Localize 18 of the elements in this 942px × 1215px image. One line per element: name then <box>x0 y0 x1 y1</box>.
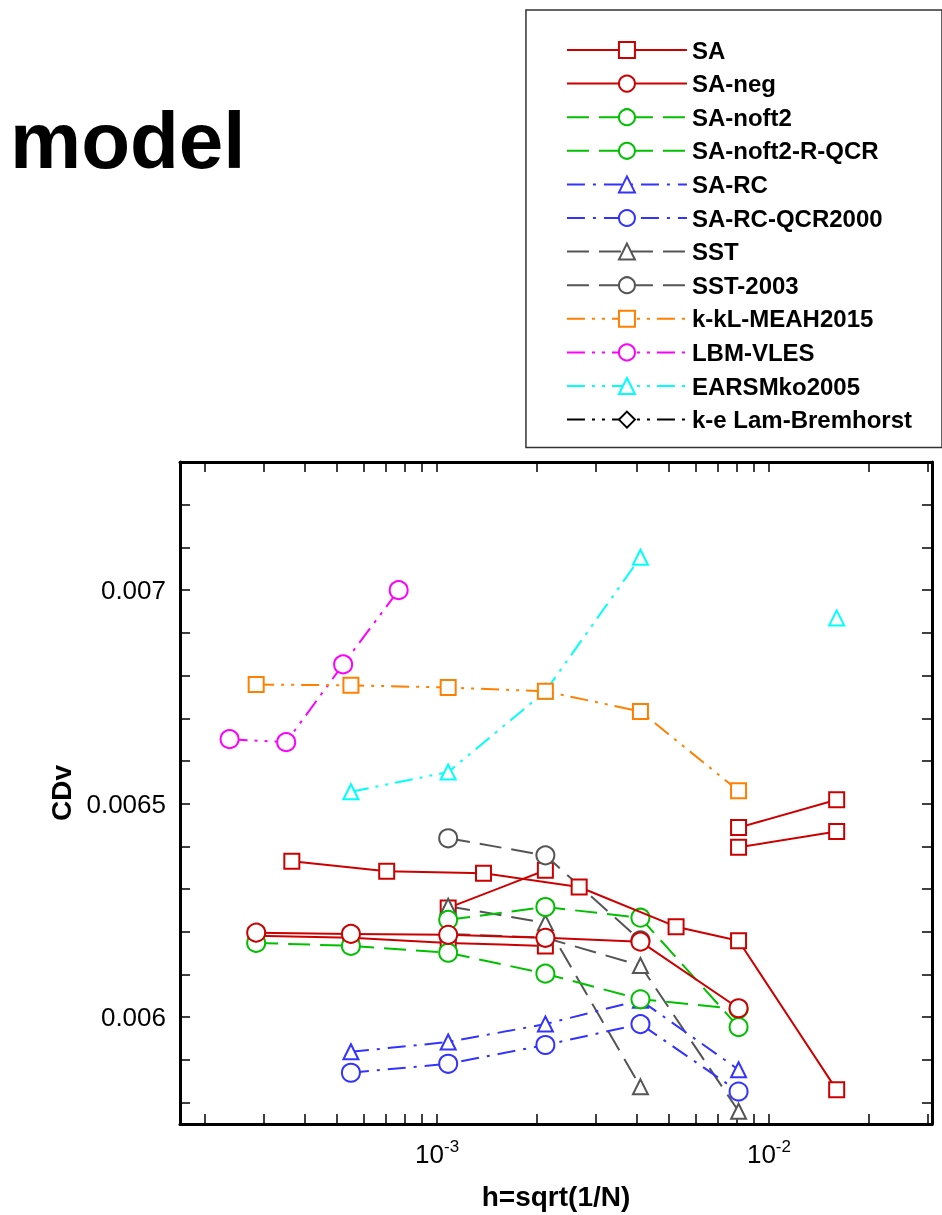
y-tick-label: 0.007 <box>100 575 166 606</box>
y-axis-title: CDv <box>46 764 78 822</box>
legend-label: k-kL-MEAH2015 <box>691 305 874 333</box>
legend-label: SA-RC-QCR2000 <box>691 204 883 232</box>
legend-label: LBM-VLES <box>691 338 815 366</box>
legend-label: SA <box>691 36 726 64</box>
legend-label: SA-noft2-R-QCR <box>691 137 879 165</box>
y-tick-label: 0.006 <box>100 1002 166 1033</box>
y-tick-label: 0.0065 <box>86 788 166 819</box>
legend-label: k-e Lam-Bremhorst <box>691 406 913 434</box>
x-axis-title: h=sqrt(1/N) <box>481 1180 631 1212</box>
legend-label: SST-2003 <box>691 271 799 299</box>
legend-label: SA-RC <box>691 170 768 198</box>
legend-label: SA-noft2 <box>691 103 792 131</box>
legend-label: SST <box>691 238 739 266</box>
legend-label: SA-neg <box>691 70 776 98</box>
legend-label: EARSMko2005 <box>691 372 861 400</box>
chart-title: model <box>10 95 246 185</box>
